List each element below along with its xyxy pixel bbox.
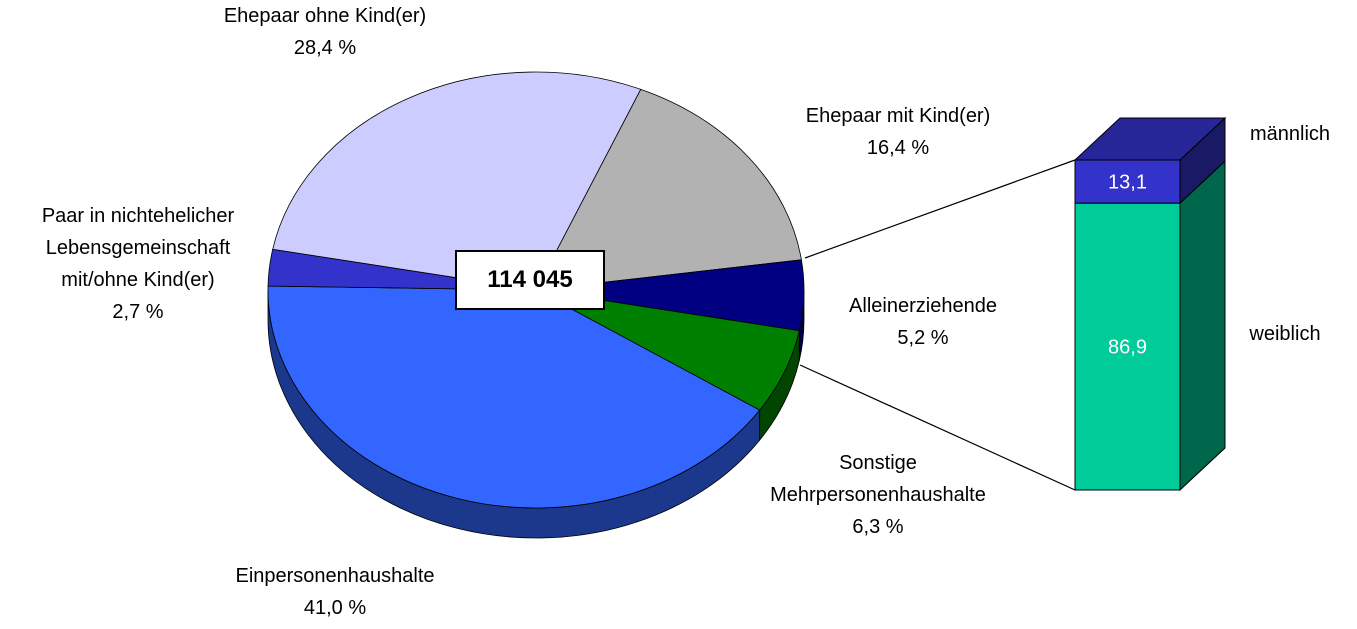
- pie-slice: [535, 88, 802, 291]
- slice-category: Paar in nichtehelicher Lebensgemeinschaf…: [41, 205, 235, 291]
- series-name: weiblich: [1249, 323, 1321, 345]
- slice-category: Alleinerziehende: [849, 295, 997, 317]
- bar-value-label: 86,9: [1108, 337, 1147, 359]
- series-name: männlich: [1249, 123, 1331, 145]
- pie-slice-side-shade: [759, 330, 800, 441]
- bar-segment-top: [1073, 117, 1227, 161]
- slice-category: Ehepaar mit Kind(er): [805, 105, 991, 127]
- bar-segment: [1074, 159, 1181, 204]
- slice-value-label: 16,4 %: [866, 137, 930, 159]
- slice-value-label: 41,0 %: [303, 597, 367, 619]
- bar-segment-side-shade: [1180, 161, 1225, 491]
- slice-label: Sonstige Mehrpersonenhaushalte 6,3 %: [770, 447, 986, 543]
- pie-slice-side-shade: [268, 290, 760, 538]
- slice-value-label: 5,2 %: [897, 327, 949, 349]
- slice-label: Ehepaar ohne Kind(er) 28,4 %: [224, 0, 426, 64]
- bar-segment-side-shade: [1180, 118, 1225, 204]
- leader-line: [799, 364, 1076, 491]
- slice-value-label: 6,3 %: [852, 516, 904, 538]
- bar-value-label: 13,1: [1108, 172, 1147, 194]
- pie-slice: [272, 71, 642, 291]
- pie-slice-side-shade: [799, 290, 804, 361]
- leader-line: [804, 159, 1076, 259]
- slice-category: Einpersonenhaushalte: [235, 565, 435, 587]
- pie-slice: [267, 285, 761, 509]
- slice-category: Sonstige Mehrpersonenhaushalte: [770, 452, 986, 506]
- slice-label: Paar in nichtehelicher Lebensgemeinschaf…: [42, 200, 234, 328]
- pie-tops: [267, 71, 805, 509]
- slice-label: Einpersonenhaushalte 41,0 %: [235, 560, 434, 624]
- bar-segment: [1074, 202, 1181, 491]
- slice-value-label: 28,4 %: [293, 37, 357, 59]
- slice-label: Alleinerziehende 5,2 %: [849, 290, 997, 354]
- slice-label: Ehepaar mit Kind(er) 16,4 %: [806, 100, 991, 164]
- total-annotation: 114 045: [455, 250, 605, 310]
- slice-category: Ehepaar ohne Kind(er): [223, 5, 427, 27]
- bar-segment-top-shade: [1075, 118, 1225, 160]
- slice-value-label: 2,7 %: [112, 301, 164, 323]
